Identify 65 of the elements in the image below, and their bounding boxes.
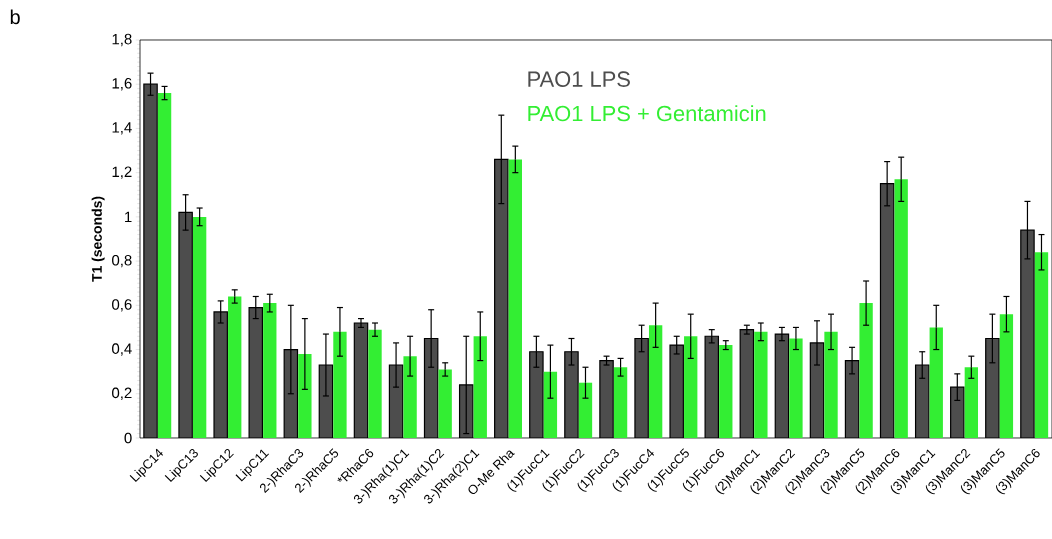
bar	[648, 325, 663, 438]
bar	[192, 216, 207, 438]
bar	[368, 329, 382, 438]
y-tick-label: 0,2	[112, 387, 132, 400]
bar	[684, 336, 698, 438]
bar	[388, 364, 404, 438]
bar	[403, 356, 417, 438]
bar	[894, 179, 908, 438]
bar	[844, 360, 860, 438]
bar	[213, 311, 228, 438]
y-tick-label: 0	[124, 432, 132, 444]
bar	[318, 364, 334, 438]
bar	[143, 83, 158, 438]
bar	[1020, 229, 1035, 438]
bar	[333, 331, 347, 438]
y-axis-title: T1 (seconds)	[91, 196, 105, 282]
bar	[599, 360, 614, 438]
bar	[157, 93, 172, 438]
bar	[178, 211, 193, 438]
bar	[774, 333, 790, 438]
bar	[438, 369, 452, 438]
bar	[809, 342, 825, 438]
bar	[564, 351, 579, 438]
bar	[950, 386, 965, 438]
bar	[669, 344, 684, 438]
bar	[879, 183, 895, 438]
text: b	[10, 9, 20, 25]
y-tick-label: 1,8	[112, 33, 132, 47]
bar	[999, 314, 1014, 438]
bar	[985, 337, 1000, 438]
bar	[228, 296, 242, 438]
bar	[613, 367, 628, 438]
bar	[423, 337, 439, 438]
y-tick-label: 1,6	[112, 78, 132, 91]
bar	[578, 382, 593, 438]
bar	[704, 335, 720, 438]
bar	[529, 351, 544, 438]
y-tick-label: 0,4	[112, 343, 132, 356]
bar	[543, 371, 558, 438]
y-tick-label: 0,8	[112, 254, 132, 268]
y-tick-label: 1,2	[112, 166, 132, 179]
bar	[634, 337, 649, 438]
bar	[508, 159, 522, 438]
bar	[473, 336, 487, 438]
bar	[298, 353, 312, 438]
bar	[739, 329, 755, 438]
bar	[283, 348, 299, 438]
bar	[719, 345, 733, 438]
series-label: PAO1 LPS + Gentamicin	[528, 105, 766, 122]
bar	[494, 158, 509, 438]
bar	[353, 322, 369, 438]
bar	[859, 303, 873, 438]
bar	[914, 364, 930, 438]
y-tick-label: 0,6	[112, 299, 132, 312]
y-tick-label: 1,4	[112, 122, 132, 135]
bar	[248, 306, 264, 438]
bar	[263, 303, 277, 438]
bar	[1034, 252, 1049, 438]
text: PAO1 LPS	[528, 71, 630, 87]
bar	[824, 331, 838, 438]
bar	[789, 338, 803, 438]
bar	[754, 331, 768, 438]
y-tick-label: 1	[125, 211, 132, 223]
bar	[929, 327, 943, 438]
bar	[964, 367, 978, 438]
